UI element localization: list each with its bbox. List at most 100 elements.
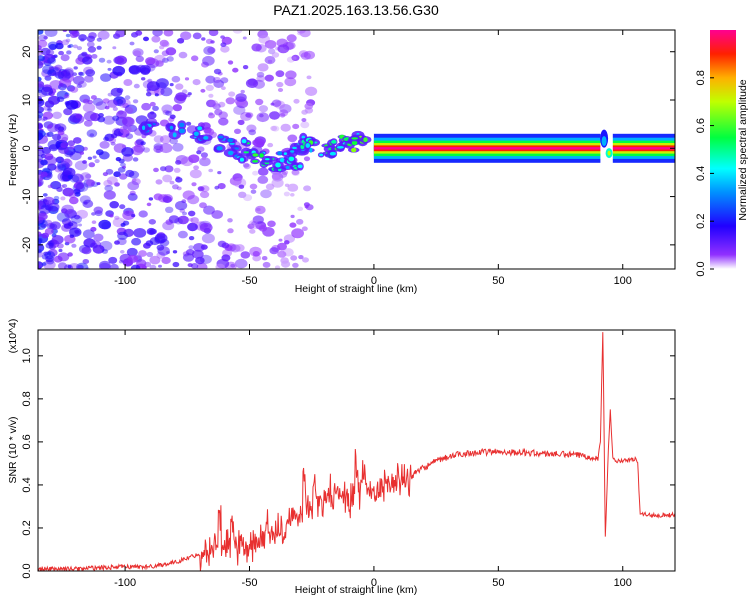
spectrogram-noise-blob [66, 210, 77, 219]
spectrogram-noise-blob [66, 50, 72, 55]
spectrogram-noise-blob [38, 264, 41, 269]
spectrogram-noise-blob [175, 83, 184, 90]
spectrogram-noise-blob [114, 182, 120, 187]
spectrogram-noise-blob [159, 39, 169, 47]
spectrogram-noise-blob [186, 121, 192, 126]
spectrogram-noise-blob [262, 261, 271, 268]
spectrogram-noise-blob [196, 262, 208, 269]
spectrogram-noise-blob [214, 185, 220, 190]
spectrogram-noise-blob [146, 251, 154, 258]
spectrogram-noise-blob [230, 263, 236, 268]
spectrogram-noise-blob [297, 206, 304, 211]
spectrogram-bump [601, 136, 607, 147]
spectrogram-noise-blob [237, 119, 245, 126]
snr-frame [37, 329, 676, 572]
spectrogram-noise-blob [264, 40, 277, 49]
spectrogram-ridge-blob [288, 156, 295, 162]
spectrogram-noise-blob [49, 144, 59, 152]
snr-x-tick-label: 100 [614, 577, 632, 589]
spectrogram-noise-blob [112, 46, 117, 50]
spectrogram-noise-blob [184, 77, 190, 81]
spectrogram-noise-blob [253, 79, 265, 89]
spectrogram-noise-blob [58, 248, 63, 253]
spectrogram-noise-blob [274, 265, 281, 269]
spectrogram-noise-blob [287, 183, 299, 192]
spectrogram-noise-blob [38, 231, 42, 237]
spectrogram-ridge-blob [227, 150, 234, 156]
spectrogram-noise-blob [279, 113, 286, 118]
spectrogram-noise-blob [112, 106, 118, 111]
spectrogram-noise-blob [192, 79, 201, 86]
spectrogram-noise-blob [207, 47, 216, 54]
spectrogram-noise-blob [122, 220, 130, 226]
spectrogram-noise-blob [98, 113, 104, 118]
spectrogram-noise-blob [59, 82, 64, 87]
spectrogram-ridge-blob [292, 146, 297, 150]
spectrogram-ridge-blob [241, 139, 247, 144]
spectrogram-noise-blob [202, 55, 215, 66]
spectrogram-noise-blob [271, 172, 282, 181]
spectrogram-noise-blob [117, 110, 124, 115]
spectrogram-noise-blob [92, 97, 104, 106]
spectrogram-noise-blob [123, 259, 133, 266]
spectrogram-noise-blob [271, 125, 280, 132]
spectrogram-ridge-blob [351, 147, 357, 153]
spectrogram-noise-blob [73, 137, 82, 144]
spectrogram-noise-blob [208, 30, 219, 37]
spectrogram-noise-blob [142, 147, 150, 153]
spectrogram-noise-blob [42, 193, 48, 197]
spectrogram-noise-blob [169, 83, 174, 87]
spectrogram-noise-blob [43, 105, 51, 111]
spectrogram-noise-blob [75, 113, 83, 119]
spectrogram-noise-blob [133, 50, 142, 57]
spectrogram-noise-blob [218, 111, 228, 119]
spectrogram-noise-blob [60, 142, 69, 148]
spectrogram-noise-blob [200, 191, 210, 199]
spectrogram-noise-blob [165, 206, 174, 213]
spectrogram-noise-blob [38, 173, 44, 182]
spectrogram-noise-blob [57, 164, 67, 172]
spectrogram-noise-blob [108, 256, 118, 264]
spectrogram-noise-blob [269, 247, 279, 255]
spectrogram-noise-blob [221, 254, 231, 262]
spectrogram-noise-blob [38, 219, 48, 228]
spectrogram-noise-blob [145, 92, 152, 97]
spectrogram-noise-blob [82, 146, 88, 151]
spectrogram-noise-blob [271, 178, 284, 188]
spectrogram-noise-blob [292, 262, 299, 268]
spectrogram-noise-blob [175, 92, 187, 102]
spectrogram-noise-blob [81, 51, 88, 57]
spectrogram-noise-blob [213, 68, 222, 75]
spectrogram-noise-blob [49, 221, 61, 230]
spectrogram-noise-blob [81, 246, 92, 255]
spectrogram-noise-blob [124, 95, 131, 100]
spectrogram-noise-blob [52, 67, 59, 72]
spectrogram-noise-blob [38, 98, 45, 107]
snr-x-ticks: -100 -50 0 50 100 [114, 330, 632, 589]
spectrogram-ridge-blob [259, 153, 264, 158]
spectrogram-noise-blob [86, 129, 98, 138]
spectrogram-x-tick-label: 0 [371, 275, 377, 287]
spectrogram-noise-blob [282, 248, 294, 257]
spectrogram-noise-blob [148, 219, 156, 225]
spectrogram-noise-blob [67, 265, 72, 269]
spectrogram-noise-blob [119, 204, 126, 210]
spectrogram-noise-blob [102, 172, 108, 177]
spectrogram-noise-blob [97, 30, 110, 40]
spectrogram-noise-blob [175, 200, 188, 211]
spectrogram-ridge-blob [329, 151, 336, 156]
spectrogram-noise-blob [227, 60, 234, 65]
spectrogram-noise-blob [115, 157, 122, 162]
spectrogram-noise-blob [38, 199, 44, 208]
spectrogram-noise-blob [180, 31, 192, 40]
spectrogram-noise-blob [290, 214, 295, 219]
spectrogram-noise-blob [304, 102, 314, 110]
spectrogram-noise-blob [47, 69, 57, 77]
spectrogram-noise-blob [68, 43, 74, 48]
spectrogram-noise-blob [69, 86, 79, 93]
spectrogram-noise-blob [118, 173, 128, 180]
spectrogram-noise-blob [264, 74, 274, 82]
spectrogram-noise-blob [292, 123, 300, 130]
spectrogram-x-label: Height of straight line (km) [295, 283, 418, 295]
spectrogram-noise-blob [220, 35, 225, 39]
